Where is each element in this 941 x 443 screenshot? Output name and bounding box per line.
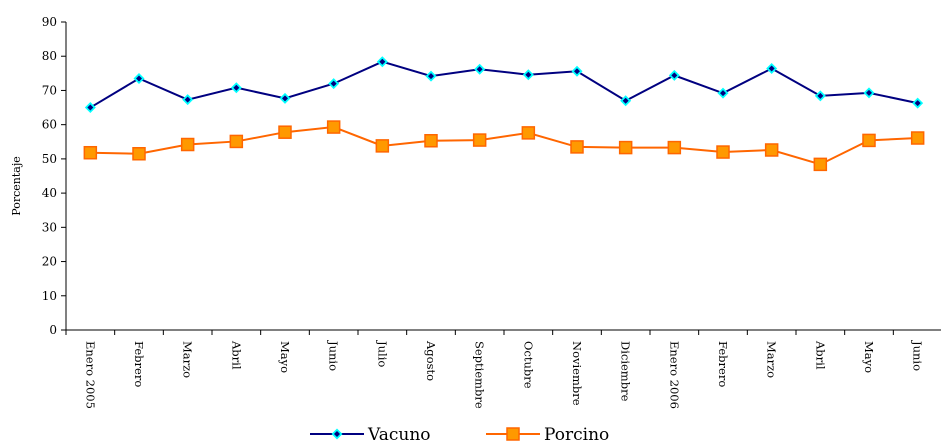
x-tick-label: Enero 2006 xyxy=(667,341,681,409)
x-tick-label: Septiembre xyxy=(473,341,487,409)
data-point-porcino xyxy=(618,140,633,155)
y-tick-label: 0 xyxy=(49,323,57,337)
y-axis: 0 10 20 30 40 50 60 70 80 90 xyxy=(42,15,67,337)
legend-label: Vacuno xyxy=(367,425,431,443)
y-tick-label: 40 xyxy=(42,186,57,200)
data-point-vacuno-center xyxy=(914,100,921,107)
series-porcino xyxy=(83,120,925,172)
legend-label: Porcino xyxy=(544,425,609,443)
data-point-vacuno-center xyxy=(136,75,142,82)
data-point-porcino xyxy=(375,139,390,153)
x-tick-label: Febrero xyxy=(716,341,730,387)
x-tick-label: Octubre xyxy=(521,341,535,389)
data-point-porcino xyxy=(813,157,828,172)
data-point-vacuno-center xyxy=(476,66,483,73)
data-point-vacuno-center xyxy=(428,73,434,80)
x-tick-label: Julio xyxy=(375,340,389,367)
x-tick-label: Abril xyxy=(813,340,827,370)
y-tick-label: 10 xyxy=(42,289,57,303)
y-tick-label: 80 xyxy=(42,49,57,63)
x-tick-label: Agosto xyxy=(424,340,438,381)
legend-item-porcino: Porcino xyxy=(486,425,609,443)
y-tick-label: 90 xyxy=(42,15,57,29)
data-point-vacuno-center xyxy=(233,84,240,91)
data-point-porcino xyxy=(764,143,779,157)
data-point-porcino xyxy=(424,134,438,148)
data-point-vacuno-center xyxy=(87,104,94,111)
data-point-porcino xyxy=(180,137,195,152)
y-tick-label: 30 xyxy=(42,220,57,234)
series-layer xyxy=(83,56,925,172)
data-point-porcino xyxy=(326,120,341,134)
legend-marker xyxy=(506,427,520,441)
data-point-vacuno-center xyxy=(282,95,288,102)
data-point-vacuno-center xyxy=(379,58,386,65)
x-tick-label: Abril xyxy=(229,340,243,370)
y-axis-label: Porcentaje xyxy=(10,156,23,216)
x-tick-label: Enero 2005 xyxy=(83,341,97,409)
data-point-vacuno-center xyxy=(720,90,726,97)
data-point-porcino xyxy=(229,134,244,149)
data-point-porcino xyxy=(716,145,730,159)
legend: Vacuno Porcino xyxy=(310,425,609,443)
y-tick-label: 50 xyxy=(42,152,57,166)
x-tick-label: Marzo xyxy=(765,341,779,378)
x-tick-label: Mayo xyxy=(862,341,876,373)
data-point-vacuno-center xyxy=(671,72,678,79)
data-point-porcino xyxy=(132,147,146,161)
data-point-vacuno-center xyxy=(768,65,775,72)
x-tick-label: Mayo xyxy=(278,341,292,373)
x-tick-label: Junio xyxy=(911,340,925,371)
data-point-vacuno-center xyxy=(330,80,337,87)
x-tick-label: Noviembre xyxy=(570,341,584,406)
data-point-vacuno-center xyxy=(525,71,532,78)
data-point-vacuno-center xyxy=(622,97,629,104)
legend-item-vacuno: Vacuno xyxy=(310,425,431,443)
y-tick-label: 70 xyxy=(42,83,57,97)
data-point-porcino xyxy=(278,125,292,139)
x-tick-label: Diciembre xyxy=(619,341,633,402)
y-tick-label: 60 xyxy=(42,118,57,132)
data-point-vacuno-center xyxy=(184,96,191,103)
data-point-porcino xyxy=(910,131,925,145)
x-tick-label: Junio xyxy=(327,340,341,371)
data-point-porcino xyxy=(570,140,584,154)
series-vacuno xyxy=(84,56,924,114)
data-point-vacuno-center xyxy=(866,89,872,96)
data-point-porcino xyxy=(472,133,487,147)
data-point-vacuno-center xyxy=(817,92,824,99)
y-tick-label: 20 xyxy=(42,255,57,269)
x-tick-label: Marzo xyxy=(181,341,195,378)
data-point-porcino xyxy=(862,133,876,148)
data-point-porcino xyxy=(521,126,536,140)
x-axis: Enero 2005 Febrero Marzo Abril Mayo Junio Juli… xyxy=(65,329,941,409)
data-point-vacuno-center xyxy=(574,68,580,75)
legend-marker-center xyxy=(334,431,340,437)
data-point-porcino xyxy=(83,145,98,160)
series-line-vacuno xyxy=(89,60,918,109)
series-line-porcino xyxy=(90,126,918,166)
x-tick-label: Febrero xyxy=(132,341,146,387)
data-point-porcino xyxy=(667,140,682,155)
